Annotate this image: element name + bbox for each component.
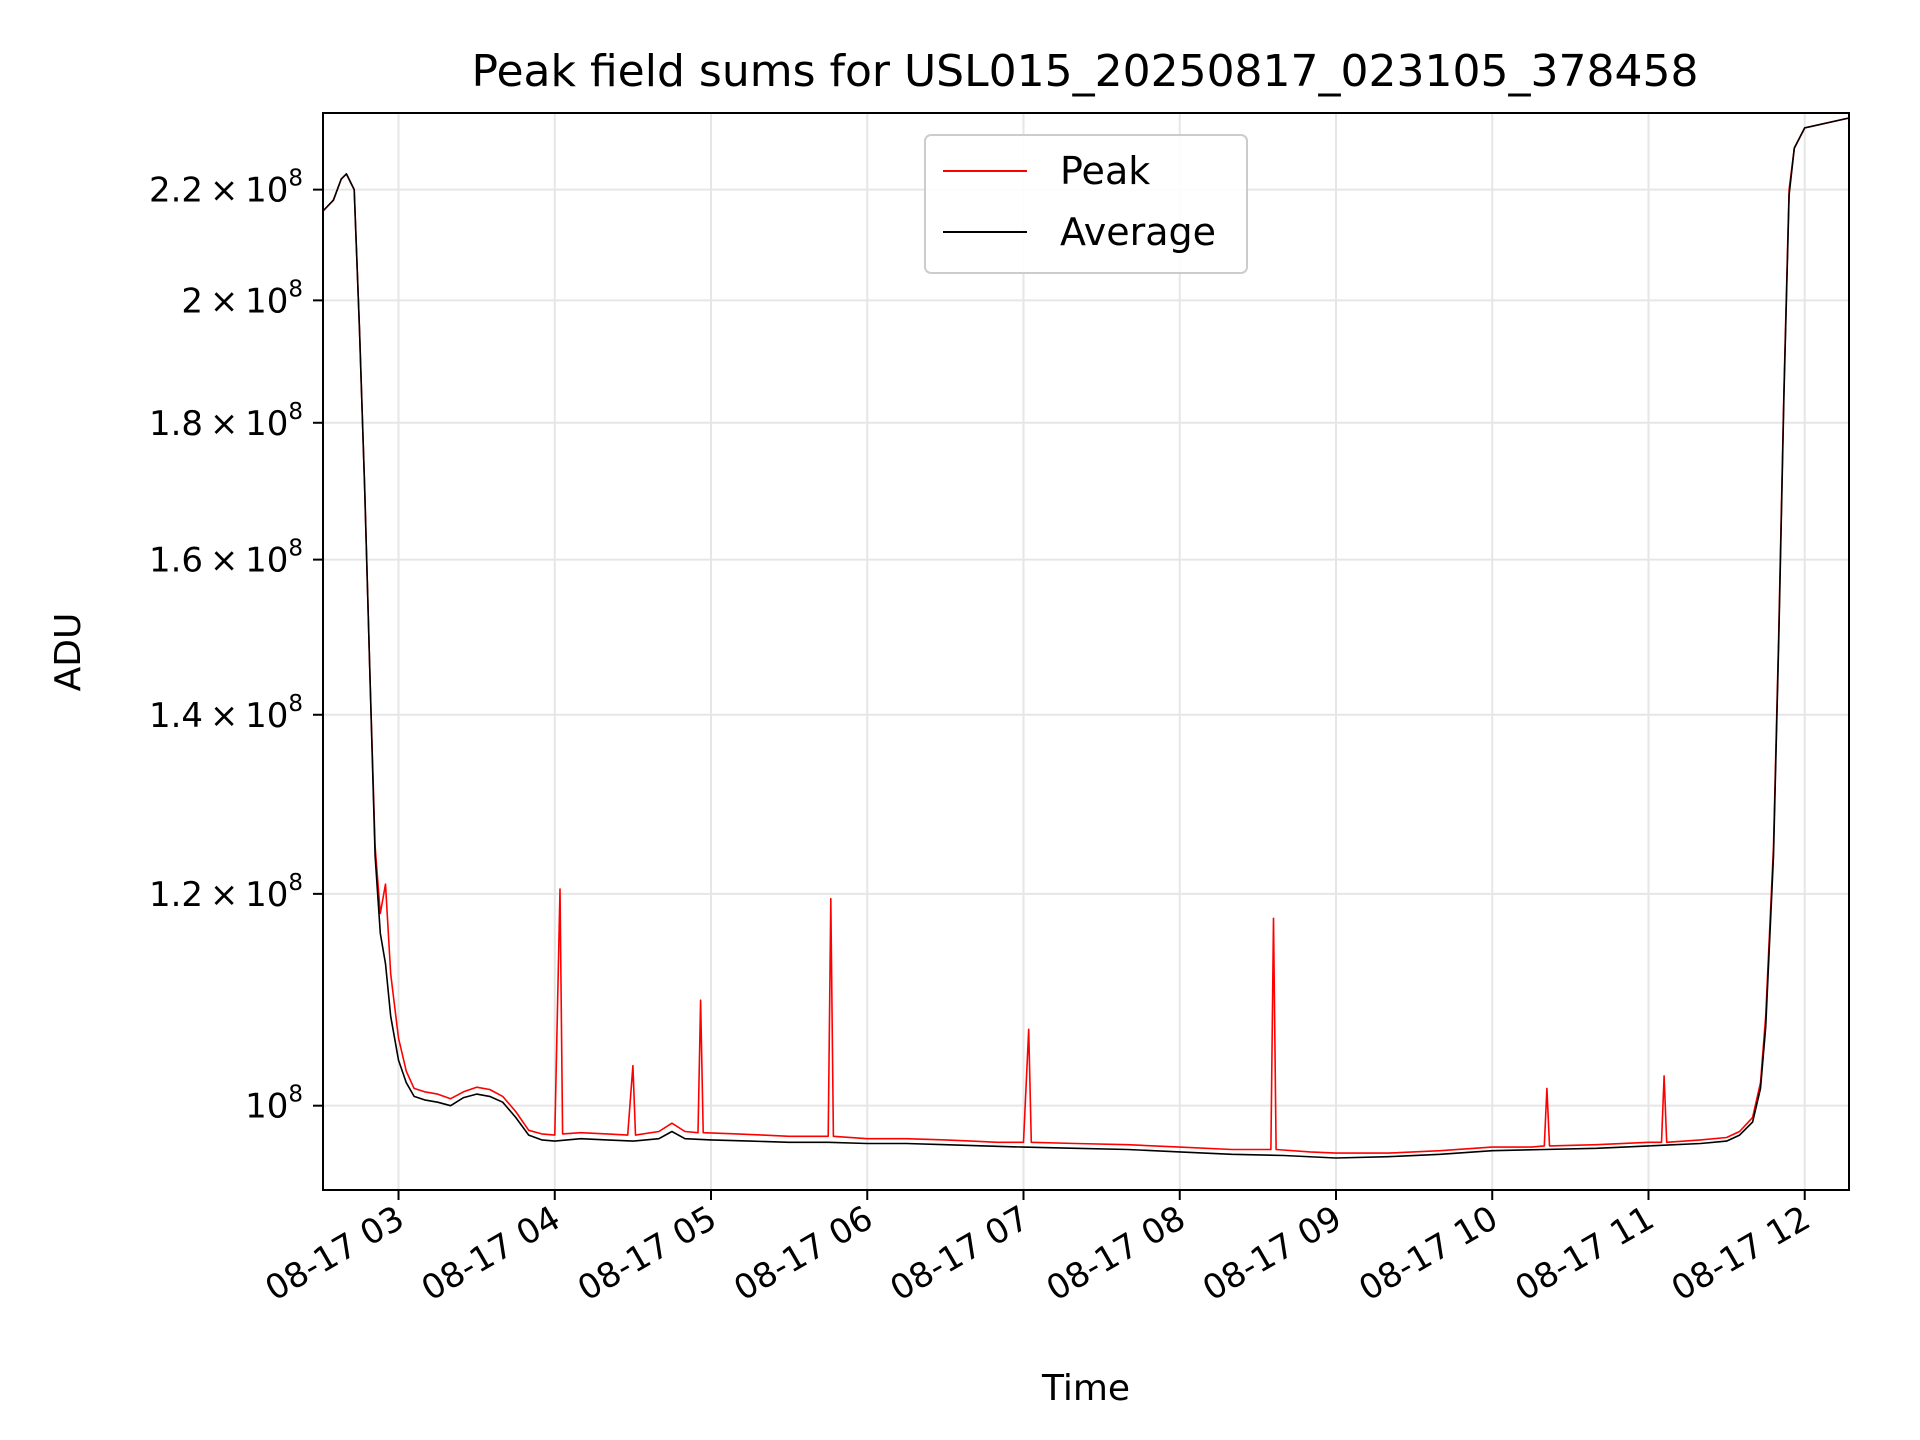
y-tick-label: 1.2 × 108 (149, 870, 303, 915)
y-axis: 108 1.2 × 108 1.4 × 108 1.6 × 108 1.8 × 108 2… (149, 166, 323, 1127)
grid-lines (323, 113, 1849, 1190)
legend-label-peak: Peak (1060, 149, 1150, 193)
y-axis-label: ADU (48, 613, 89, 692)
legend: Peak Average (924, 134, 1248, 274)
series-line-average (322, 117, 1850, 1159)
series-layer (322, 117, 1850, 1159)
legend-label-average: Average (1060, 210, 1216, 254)
y-tick-label: 2 × 108 (181, 276, 303, 321)
y-tick-label: 2.2 × 108 (149, 166, 303, 211)
plot-frame (322, 112, 1850, 1191)
series-line-peak (322, 117, 1850, 1154)
y-tick-label: 108 (245, 1082, 303, 1127)
chart-title: Peak field sums for USL015_20250817_0231… (472, 46, 1699, 97)
y-tick-label: 1.6 × 108 (149, 536, 303, 581)
y-tick-label: 1.4 × 108 (149, 691, 303, 736)
y-tick-label: 1.8 × 108 (149, 399, 303, 444)
legend-box (924, 134, 1248, 274)
x-axis-label: Time (1041, 1368, 1130, 1409)
